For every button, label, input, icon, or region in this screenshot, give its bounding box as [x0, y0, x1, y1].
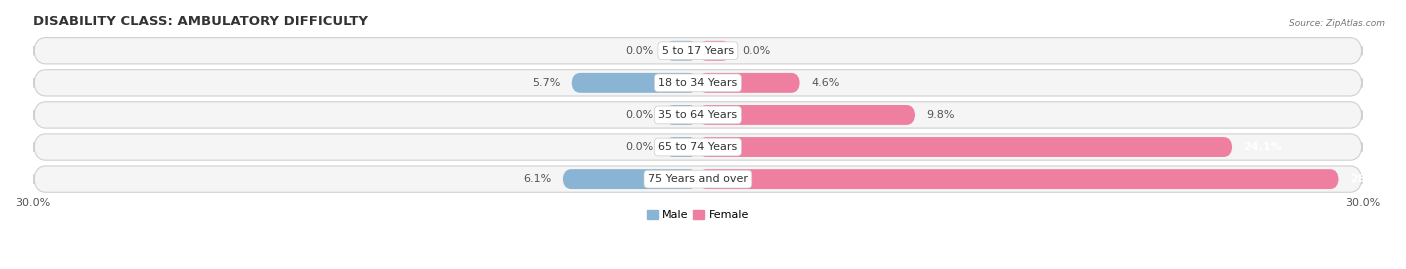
Text: Source: ZipAtlas.com: Source: ZipAtlas.com: [1289, 19, 1385, 28]
Text: 5 to 17 Years: 5 to 17 Years: [662, 46, 734, 56]
FancyBboxPatch shape: [697, 169, 1339, 189]
FancyBboxPatch shape: [34, 70, 1362, 96]
FancyBboxPatch shape: [665, 41, 697, 61]
Text: 0.0%: 0.0%: [626, 110, 654, 120]
FancyBboxPatch shape: [697, 105, 915, 125]
FancyBboxPatch shape: [562, 169, 697, 189]
FancyBboxPatch shape: [697, 137, 1232, 157]
Text: 5.7%: 5.7%: [531, 78, 561, 88]
FancyBboxPatch shape: [34, 166, 1362, 192]
Text: 0.0%: 0.0%: [742, 46, 770, 56]
FancyBboxPatch shape: [697, 73, 800, 93]
FancyBboxPatch shape: [697, 41, 731, 61]
FancyBboxPatch shape: [34, 134, 1362, 160]
Text: 35 to 64 Years: 35 to 64 Years: [658, 110, 738, 120]
Text: 9.8%: 9.8%: [927, 110, 955, 120]
Text: 0.0%: 0.0%: [626, 46, 654, 56]
Text: 24.1%: 24.1%: [1243, 142, 1282, 152]
Text: 28.9%: 28.9%: [1350, 174, 1389, 184]
Text: 4.6%: 4.6%: [811, 78, 839, 88]
FancyBboxPatch shape: [665, 137, 697, 157]
FancyBboxPatch shape: [571, 73, 697, 93]
FancyBboxPatch shape: [665, 105, 697, 125]
Legend: Male, Female: Male, Female: [643, 206, 754, 225]
Text: DISABILITY CLASS: AMBULATORY DIFFICULTY: DISABILITY CLASS: AMBULATORY DIFFICULTY: [32, 15, 367, 28]
Text: 0.0%: 0.0%: [626, 142, 654, 152]
FancyBboxPatch shape: [34, 38, 1362, 64]
FancyBboxPatch shape: [34, 102, 1362, 128]
Text: 65 to 74 Years: 65 to 74 Years: [658, 142, 738, 152]
Text: 6.1%: 6.1%: [523, 174, 551, 184]
Text: 75 Years and over: 75 Years and over: [648, 174, 748, 184]
Text: 18 to 34 Years: 18 to 34 Years: [658, 78, 738, 88]
